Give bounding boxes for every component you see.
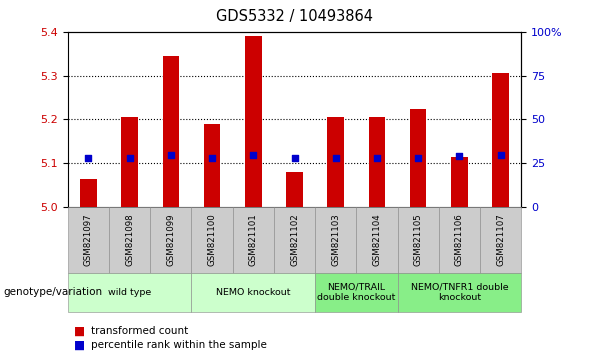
Text: NEMO/TRAIL
double knockout: NEMO/TRAIL double knockout bbox=[317, 282, 396, 302]
Bar bbox=[121, 117, 138, 207]
Text: ■: ■ bbox=[74, 325, 85, 337]
Bar bbox=[451, 157, 468, 207]
Bar bbox=[492, 74, 509, 207]
Point bbox=[125, 155, 134, 161]
Text: NEMO/TNFR1 double
knockout: NEMO/TNFR1 double knockout bbox=[411, 282, 508, 302]
Text: GSM821100: GSM821100 bbox=[207, 213, 217, 266]
Bar bbox=[245, 36, 262, 207]
Text: GSM821099: GSM821099 bbox=[166, 213, 176, 266]
Text: GSM821103: GSM821103 bbox=[331, 213, 340, 266]
Text: ■: ■ bbox=[74, 339, 85, 352]
Point bbox=[496, 152, 505, 157]
Point bbox=[249, 152, 258, 157]
Point bbox=[207, 155, 217, 161]
Bar bbox=[286, 172, 303, 207]
Point bbox=[84, 155, 93, 161]
Bar bbox=[369, 117, 385, 207]
Text: genotype/variation: genotype/variation bbox=[3, 287, 102, 297]
Bar bbox=[80, 179, 97, 207]
Point bbox=[290, 155, 299, 161]
Bar bbox=[204, 124, 220, 207]
Text: wild type: wild type bbox=[108, 287, 151, 297]
Text: transformed count: transformed count bbox=[91, 326, 188, 336]
Text: GSM821104: GSM821104 bbox=[372, 213, 382, 266]
Text: GSM821098: GSM821098 bbox=[125, 213, 134, 266]
Bar bbox=[410, 109, 426, 207]
Bar bbox=[163, 56, 179, 207]
Text: GSM821097: GSM821097 bbox=[84, 213, 93, 266]
Point bbox=[413, 155, 423, 161]
Text: GSM821105: GSM821105 bbox=[413, 213, 423, 266]
Text: GDS5332 / 10493864: GDS5332 / 10493864 bbox=[216, 9, 373, 24]
Text: GSM821102: GSM821102 bbox=[290, 213, 299, 266]
Text: GSM821107: GSM821107 bbox=[496, 213, 505, 266]
Point bbox=[331, 155, 340, 161]
Text: GSM821106: GSM821106 bbox=[455, 213, 464, 266]
Bar bbox=[327, 117, 344, 207]
Point bbox=[455, 153, 464, 159]
Point bbox=[372, 155, 382, 161]
Point bbox=[166, 152, 176, 157]
Text: NEMO knockout: NEMO knockout bbox=[216, 287, 290, 297]
Text: GSM821101: GSM821101 bbox=[249, 213, 258, 266]
Text: percentile rank within the sample: percentile rank within the sample bbox=[91, 340, 267, 350]
